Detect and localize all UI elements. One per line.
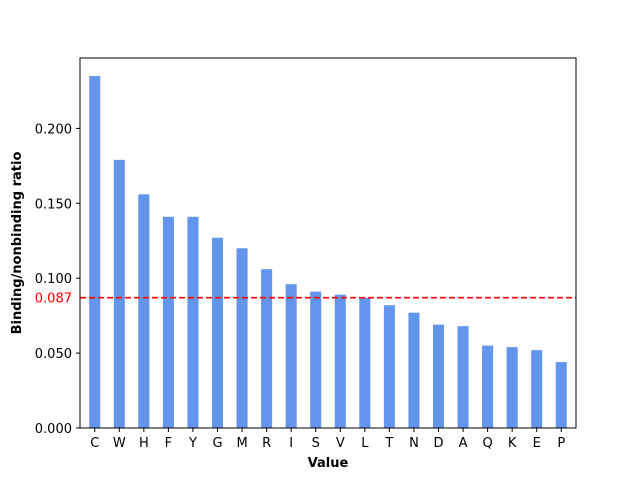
bar-E: [531, 350, 543, 428]
x-tick-label: V: [336, 436, 345, 451]
axes-group: 0.000 0.050 0.100 0.150 0.200 C W H F Y G M R I S V L T N D…: [35, 57, 577, 451]
bar-F: [162, 216, 174, 428]
x-tick-label: I: [289, 436, 293, 451]
bar-S: [310, 291, 322, 428]
bar-I: [285, 284, 297, 428]
x-tick-label: R: [262, 436, 271, 451]
x-tick-label: A: [459, 436, 468, 451]
x-tick-label: K: [508, 436, 517, 451]
bar-C: [89, 75, 101, 428]
x-tick-label: M: [236, 436, 247, 451]
x-tick-label: P: [557, 436, 565, 451]
y-tick-label: 0.050: [35, 347, 72, 362]
x-tick-label: D: [433, 436, 443, 451]
bar-M: [236, 248, 248, 428]
bar-K: [506, 347, 518, 428]
bar-L: [359, 297, 371, 428]
y-tick-label: 0.150: [35, 197, 72, 212]
y-axis-label: Binding/nonbinding ratio: [10, 152, 25, 335]
bar-G: [211, 237, 224, 428]
bar-D: [432, 324, 445, 428]
reference-line-group: 0.087: [35, 292, 576, 307]
bar-T: [383, 305, 395, 428]
y-tick-label: 0.200: [35, 122, 72, 137]
x-tick-label: Y: [188, 436, 197, 451]
y-tick-label: 0.100: [35, 272, 72, 287]
y-tick-label: 0.000: [35, 422, 72, 437]
x-tick-label: C: [90, 436, 99, 451]
bar-R: [261, 269, 273, 428]
x-tick-label: E: [533, 436, 541, 451]
bar-A: [457, 326, 469, 428]
x-tick-label: F: [165, 436, 172, 451]
x-tick-label: T: [384, 436, 393, 451]
bar-P: [555, 362, 567, 428]
bar-Y: [187, 216, 199, 428]
x-tick-label: G: [212, 436, 222, 451]
bar-W: [113, 159, 125, 429]
reference-line-label: 0.087: [35, 292, 72, 307]
x-tick-label: L: [361, 436, 369, 451]
x-tick-label: H: [139, 436, 149, 451]
x-tick-label: Q: [482, 436, 492, 451]
bar-H: [138, 194, 150, 428]
x-axis-label: Value: [308, 456, 349, 471]
bars-group: [89, 75, 567, 429]
plot-frame: [79, 57, 577, 429]
x-tick-label: S: [312, 436, 320, 451]
bar-Q: [482, 345, 494, 428]
x-tick-label: N: [409, 436, 419, 451]
bar-N: [408, 312, 420, 428]
x-tick-label: W: [113, 436, 126, 451]
bar-V: [334, 294, 346, 428]
